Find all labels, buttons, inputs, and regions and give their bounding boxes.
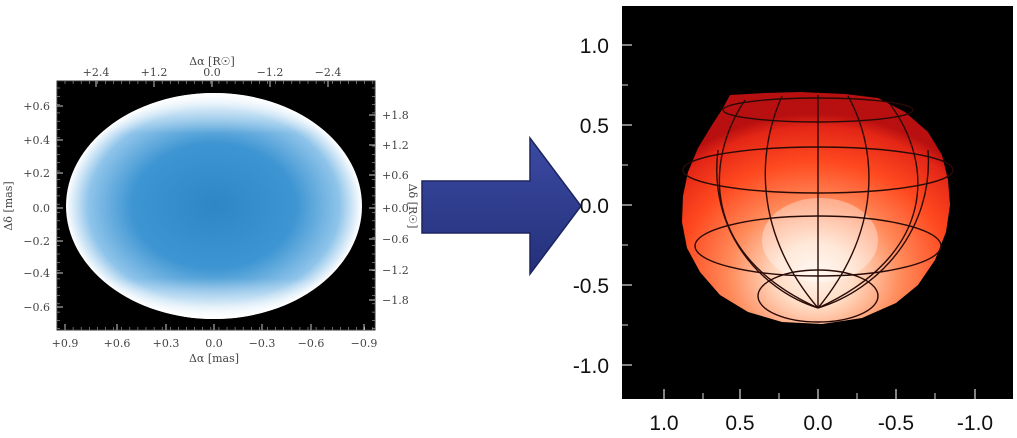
left-tick-label: +0.2: [23, 167, 50, 180]
bottom-tick-label: 0.0: [205, 337, 223, 350]
y-tick-label: 1.0: [580, 35, 609, 58]
longitude-line: [817, 95, 870, 309]
bottom-tick-label: −0.6: [298, 337, 325, 350]
top-tick-label: +1.2: [141, 66, 168, 79]
left-tick-label: −0.4: [23, 267, 50, 280]
right-tick-label: +1.8: [382, 109, 409, 122]
x-tick-label: 0.5: [725, 412, 754, 435]
blue-disk-limb-highlight: [66, 93, 362, 319]
longitude-line: [716, 149, 819, 309]
longitude-line: [718, 99, 819, 309]
right-panel: 1.0 0.5 0.0 -0.5 -1.0 1.0 0.5 0.0 -0.5 -1.0: [573, 6, 1013, 435]
bottom-tick-label: −0.3: [249, 337, 276, 350]
y-tick-label: 0.5: [580, 115, 609, 138]
bottom-tick-label: +0.9: [52, 337, 79, 350]
bottom-tick-label: −0.9: [351, 337, 378, 350]
top-axis-title: Δα [R☉]: [189, 55, 235, 68]
left-tick-marks: [57, 81, 375, 330]
bottom-tick-label: +0.6: [104, 337, 131, 350]
right-tick-label: +0.0: [382, 202, 409, 215]
bottom-tick-label: +0.3: [153, 337, 180, 350]
y-tick-label: 0.0: [580, 195, 609, 218]
y-tick-label: -1.0: [573, 355, 609, 378]
left-axis-labels: +2.4 +1.2 0.0 −1.2 −2.4 +0.9 +0.6 +0.3 0.0 −0.3 −0…: [23, 66, 408, 350]
top-tick-label: −1.2: [257, 66, 284, 79]
top-tick-label: +2.4: [83, 66, 110, 79]
left-axis-title: Δδ [mas]: [2, 181, 15, 230]
right-tick-label: −1.2: [382, 264, 409, 277]
right-tick-label: −1.8: [382, 294, 409, 307]
x-tick-label: 0.0: [803, 412, 832, 435]
left-panel: +2.4 +1.2 0.0 −1.2 −2.4 +0.9 +0.6 +0.3 0.0 −0.3 −0…: [2, 55, 419, 365]
x-tick-label: -0.5: [878, 412, 914, 435]
right-tick-marks: [622, 44, 976, 399]
longitude-line: [764, 95, 819, 309]
x-tick-label: 1.0: [649, 412, 678, 435]
right-axis-title: Δδ [R☉]: [406, 184, 419, 229]
left-tick-label: +0.6: [23, 100, 50, 113]
right-tick-label: −0.6: [382, 233, 409, 246]
right-axis-labels: 1.0 0.5 0.0 -0.5 -1.0 1.0 0.5 0.0 -0.5 -1.0: [573, 35, 993, 435]
top-tick-label: 0.0: [203, 66, 221, 79]
left-tick-label: 0.0: [33, 202, 51, 215]
right-tick-label: +1.2: [382, 139, 409, 152]
y-tick-label: -0.5: [573, 275, 609, 298]
right-tick-label: +0.6: [382, 169, 409, 182]
arrow-icon: [421, 135, 582, 277]
longitude-line: [817, 149, 930, 309]
left-tick-label: −0.2: [23, 235, 50, 248]
longitude-line: [817, 103, 919, 309]
left-tick-label: −0.6: [23, 301, 50, 314]
bottom-axis-title: Δα [mas]: [189, 352, 239, 365]
graticule-grid: [682, 95, 954, 323]
top-tick-label: −2.4: [315, 66, 342, 79]
x-tick-label: -1.0: [957, 412, 993, 435]
left-tick-label: +0.4: [23, 134, 50, 147]
